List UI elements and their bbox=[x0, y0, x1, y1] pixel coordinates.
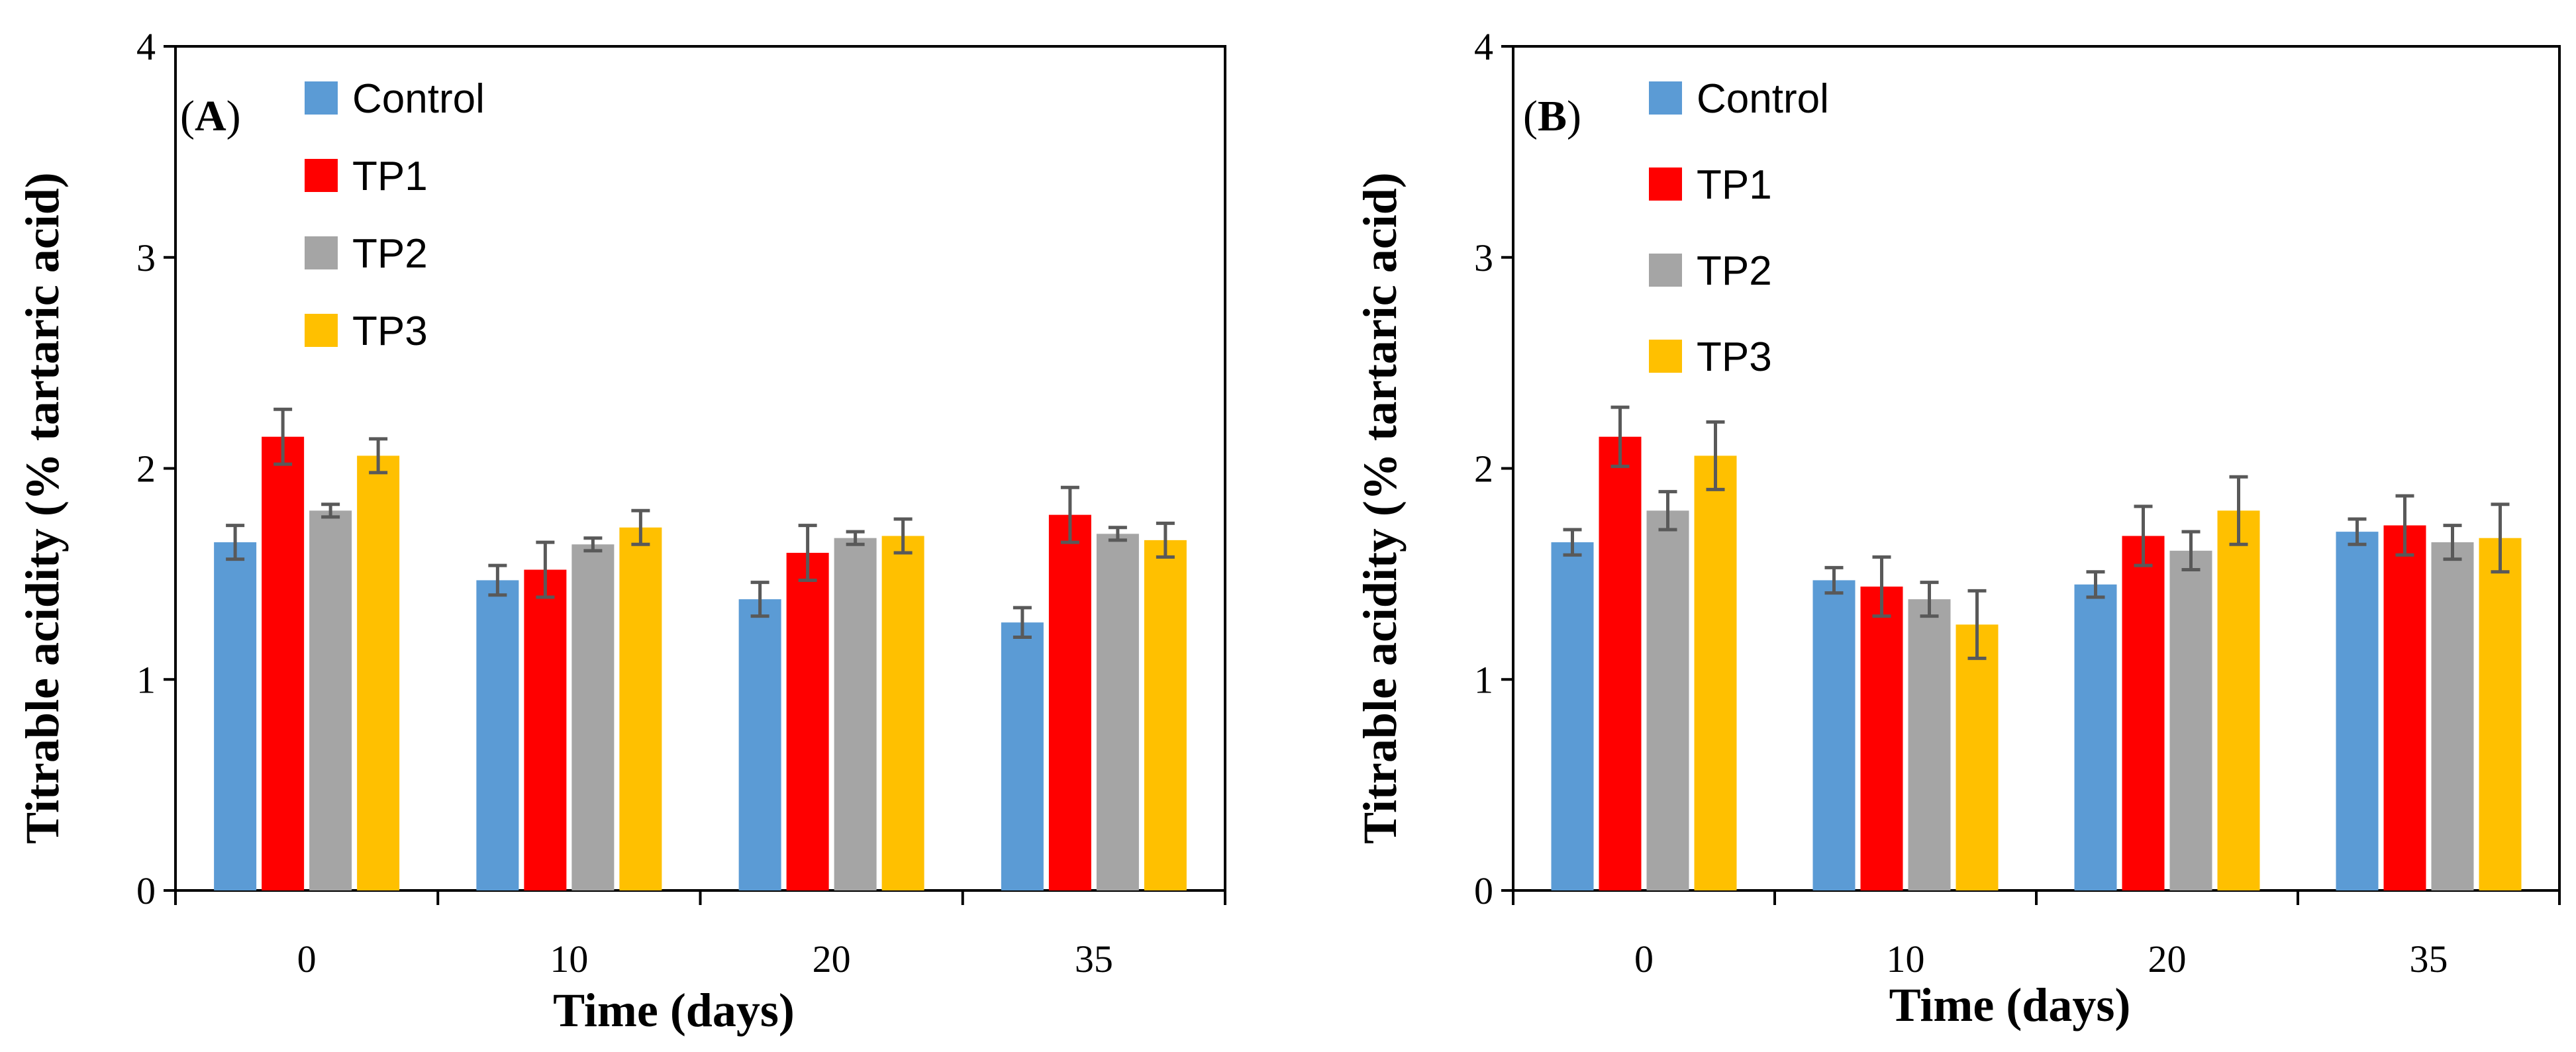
bar-control-35[interactable] bbox=[2336, 532, 2379, 890]
legend-label-tp1: TP1 bbox=[352, 154, 428, 199]
bar-tp3-0[interactable] bbox=[357, 455, 400, 890]
bar-tp2-0[interactable] bbox=[1646, 510, 1689, 890]
chart-panel-b: 0 1 2 3 4 0 10 20 35 (B) Control TP1 TP2 TP3 Titrable … bbox=[1354, 25, 2561, 1031]
bar-tp2-20[interactable] bbox=[2169, 550, 2212, 890]
legend: Control TP1 TP2 TP3 bbox=[1649, 76, 1829, 380]
y-tick-label: 0 bbox=[1474, 869, 1493, 912]
y-tick-label: 2 bbox=[1474, 448, 1493, 491]
x-tick-label: 35 bbox=[1075, 937, 1113, 980]
bar-control-0[interactable] bbox=[214, 542, 257, 890]
bar-tp3-10[interactable] bbox=[1956, 624, 1999, 890]
legend: Control TP1 TP2 TP3 bbox=[305, 76, 485, 354]
bar-tp1-20[interactable] bbox=[786, 553, 829, 890]
bar-tp1-0[interactable] bbox=[1599, 436, 1642, 890]
bar-tp3-35[interactable] bbox=[2479, 538, 2522, 890]
legend-label-control: Control bbox=[352, 76, 485, 122]
chart-panel-a: 0 1 2 3 4 0 10 20 35 (A) Control TP1 TP2 TP3 Titrable … bbox=[16, 25, 1226, 1037]
bar-tp2-0[interactable] bbox=[309, 510, 352, 890]
bar-tp1-35[interactable] bbox=[2383, 525, 2426, 890]
legend-swatch-tp3 bbox=[1649, 340, 1682, 373]
bar-control-35[interactable] bbox=[1001, 622, 1044, 890]
y-tick-label: 4 bbox=[1474, 25, 1493, 68]
y-tick-label: 0 bbox=[136, 869, 156, 912]
y-tick-label: 3 bbox=[1474, 236, 1493, 279]
bar-tp2-35[interactable] bbox=[2431, 542, 2474, 890]
y-axis-title: Titrable acidity (% tartaric acid) bbox=[16, 172, 69, 843]
panel-label: (B) bbox=[1523, 92, 1581, 140]
legend-label-tp2: TP2 bbox=[352, 231, 428, 277]
bar-tp1-10[interactable] bbox=[524, 569, 567, 891]
x-axis-title: Time (days) bbox=[553, 984, 795, 1037]
legend-swatch-tp2 bbox=[305, 236, 338, 269]
y-tick-label: 4 bbox=[136, 25, 156, 68]
x-axis-title: Time (days) bbox=[1889, 979, 2131, 1031]
legend-label-tp1: TP1 bbox=[1697, 162, 1772, 208]
bar-tp3-10[interactable] bbox=[619, 527, 662, 890]
x-tick-label: 20 bbox=[813, 937, 851, 980]
y-tick-label: 3 bbox=[136, 236, 156, 279]
y-tick-label: 1 bbox=[1474, 658, 1493, 701]
bar-tp2-10[interactable] bbox=[571, 544, 615, 890]
x-tick-label: 10 bbox=[550, 937, 588, 980]
bar-tp1-0[interactable] bbox=[262, 436, 305, 890]
legend-swatch-control bbox=[1649, 81, 1682, 115]
bar-control-10[interactable] bbox=[1812, 580, 1856, 890]
legend-swatch-tp1 bbox=[1649, 167, 1682, 201]
legend-swatch-tp3 bbox=[305, 314, 338, 347]
bar-tp1-10[interactable] bbox=[1860, 587, 1903, 890]
legend-label-tp3: TP3 bbox=[1697, 334, 1772, 380]
x-tick-label: 20 bbox=[2148, 937, 2187, 980]
legend-label-tp3: TP3 bbox=[352, 309, 428, 354]
bar-control-10[interactable] bbox=[476, 580, 519, 890]
x-tick-label: 10 bbox=[1887, 937, 1925, 980]
legend-label-tp2: TP2 bbox=[1697, 248, 1772, 294]
x-tick-label: 35 bbox=[2410, 937, 2448, 980]
y-tick-label: 2 bbox=[136, 448, 156, 491]
legend-swatch-control bbox=[305, 81, 338, 115]
bar-control-20[interactable] bbox=[2074, 584, 2117, 890]
bar-tp3-20[interactable] bbox=[2217, 510, 2260, 890]
legend-swatch-tp2 bbox=[1649, 254, 1682, 287]
y-tick-label: 1 bbox=[136, 658, 156, 701]
legend-swatch-tp1 bbox=[305, 159, 338, 192]
bar-tp3-35[interactable] bbox=[1144, 540, 1187, 890]
bar-tp2-10[interactable] bbox=[1908, 599, 1951, 890]
x-tick-label: 0 bbox=[297, 937, 317, 980]
bar-tp3-0[interactable] bbox=[1694, 455, 1737, 890]
x-tick-label: 0 bbox=[1634, 937, 1654, 980]
legend-label-control: Control bbox=[1697, 76, 1829, 122]
bar-control-20[interactable] bbox=[738, 599, 781, 890]
bar-tp1-20[interactable] bbox=[2122, 536, 2165, 891]
bar-tp2-35[interactable] bbox=[1096, 534, 1139, 890]
bar-tp3-20[interactable] bbox=[881, 536, 924, 891]
bar-tp2-20[interactable] bbox=[834, 538, 877, 890]
bar-control-0[interactable] bbox=[1551, 542, 1594, 890]
bar-tp1-35[interactable] bbox=[1048, 514, 1091, 890]
y-axis-title: Titrable acidity (% tartaric acid) bbox=[1354, 172, 1407, 843]
panel-label: (A) bbox=[180, 92, 241, 140]
